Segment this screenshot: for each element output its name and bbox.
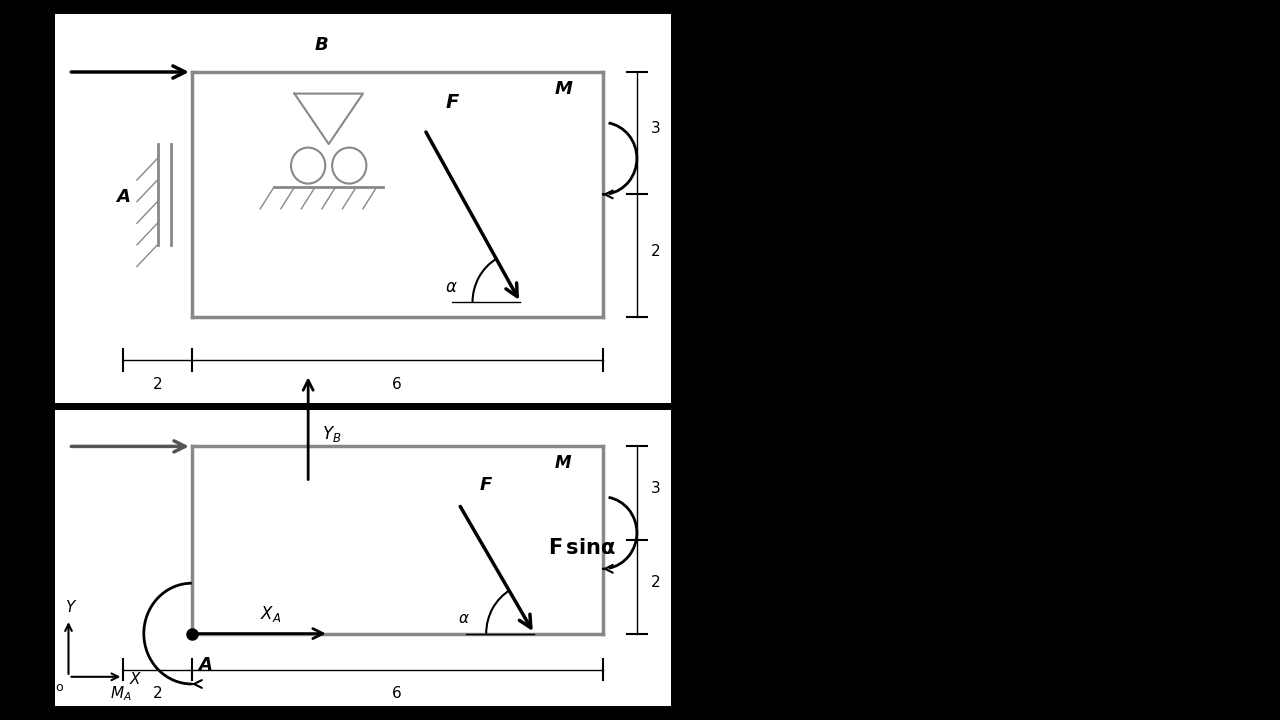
Text: Уравнения равновесия имеют вид:: Уравнения равновесия имеют вид:	[703, 591, 1038, 609]
Text: $\sum M_A = M_A + 2Y_B + 2F\cos\alpha\ - 8F\sin\alpha$: $\sum M_A = M_A + 2Y_B + 2F\cos\alpha\ -…	[703, 685, 1027, 713]
Text: 2: 2	[152, 377, 163, 392]
Text: $cos\alpha$: $cos\alpha$	[780, 274, 824, 292]
Text: M: M	[554, 454, 571, 472]
Text: Y: Y	[65, 600, 74, 615]
Text: щей заделке  А  возникают две реакции – горизо-: щей заделке А возникают две реакции – го…	[703, 459, 1129, 474]
Text: нтальная сила Хₐ и момент Мₐ. Реакция подвижного: нтальная сила Хₐ и момент Мₐ. Реакция по…	[703, 499, 1151, 514]
Text: 2: 2	[650, 243, 660, 258]
Text: действуют  силы  F = 20 кН,  P = 5 кН  и  момент: действуют силы F = 20 кН, P = 5 кН и мом…	[703, 168, 1117, 183]
Polygon shape	[55, 14, 671, 403]
Text: 2: 2	[152, 686, 163, 701]
Text: $\mathbf{F\,sin\alpha}$: $\mathbf{F\,sin\alpha}$	[548, 539, 616, 559]
Text: P: P	[41, 426, 54, 444]
Text: 6: 6	[392, 377, 402, 392]
Text: Решение:: Решение:	[703, 375, 796, 393]
Text: $X_A$: $X_A$	[260, 604, 282, 624]
Text: M = 12 кНм.  Определить реакции опор.: M = 12 кНм. Определить реакции опор.	[703, 211, 1047, 226]
Text: M: M	[554, 80, 572, 98]
Text: Дано:: Дано:	[703, 274, 763, 292]
Text: $\sum Y_i = Y_B - F\sin\alpha = 0,$: $\sum Y_i = Y_B - F\sin\alpha = 0,$	[703, 652, 890, 680]
Text: $M_A$: $M_A$	[110, 685, 132, 703]
Text: A: A	[116, 188, 131, 206]
Text: o: o	[55, 681, 63, 694]
Text: = 0,8,: = 0,8,	[864, 274, 919, 292]
Text: Плоская рама закреплена в скользящей заделке: Плоская рама закреплена в скользящей зад…	[703, 81, 1137, 96]
Text: ПРИМЕР:: ПРИМЕР:	[714, 37, 808, 55]
Text: F: F	[480, 476, 492, 494]
Polygon shape	[55, 410, 671, 706]
Text: 3: 3	[650, 121, 660, 136]
Text: F: F	[445, 93, 458, 112]
Text: $\sum X_i = X_A + F\cos\alpha\  + P = 0,$: $\sum X_i = X_A + F\cos\alpha\ + P = 0,$	[703, 620, 936, 648]
Text: 3: 3	[650, 481, 660, 496]
Text: 6: 6	[392, 686, 402, 701]
Text: α: α	[458, 611, 468, 626]
Text: B: B	[315, 37, 329, 55]
Text: α: α	[445, 278, 456, 296]
Text: шарнира В вертикальная.: шарнира В вертикальная.	[703, 539, 924, 554]
Text: $Y_B$: $Y_B$	[321, 424, 342, 444]
Text: X: X	[131, 672, 141, 687]
Text: P: P	[35, 50, 49, 69]
Text: A: A	[198, 656, 212, 674]
Text: Заменим  действие связей реакциями. В скользя-: Заменим действие связей реакциями. В ско…	[703, 420, 1143, 435]
Text: А и опирается  на  подвижный шарнир В.  На раму: А и опирается на подвижный шарнир В. На …	[703, 125, 1135, 140]
Text: 2: 2	[650, 575, 660, 590]
